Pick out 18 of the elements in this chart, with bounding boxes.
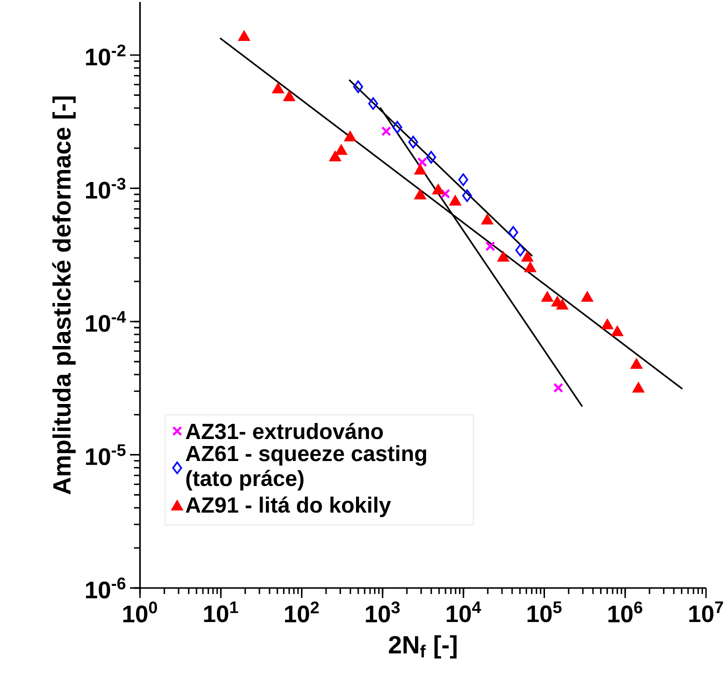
legend-label: AZ91 - litá do kokily	[186, 496, 391, 518]
y-tick-label: 10$^{-3}$	[86, 178, 126, 199]
x-tick-label: 10$^{4}$	[446, 602, 482, 622]
y-tick-label: 10$^{-5}$	[86, 444, 126, 466]
y-tick-label: 10$^{-6}$	[86, 578, 126, 598]
x-tick-label: 10$^{1}$	[204, 602, 238, 622]
x-axis-title: 2N$_{f}$ [-]	[388, 635, 457, 659]
x-tick-label: 10$^{2}$	[285, 602, 319, 622]
x-tick-label: 10$^{3}$	[366, 602, 400, 622]
x-tick-label: 10$^{7}$	[689, 602, 723, 622]
x-tick-label: 10$^{5}$	[528, 602, 562, 622]
y-tick-label: 10$^{-4}$	[86, 311, 126, 332]
y-tick-label: 10$^{-2}$	[86, 44, 126, 66]
y-axis-title: Amplituda plastické deformace [-]	[52, 96, 76, 494]
legend-label: AZ61 - squeeze casting (tato práce)	[186, 445, 426, 491]
x-tick-label: 10$^{6}$	[608, 602, 642, 622]
x-tick-label: 10$^{0}$	[123, 602, 158, 622]
legend-label: AZ31- extrudováno	[186, 422, 383, 440]
